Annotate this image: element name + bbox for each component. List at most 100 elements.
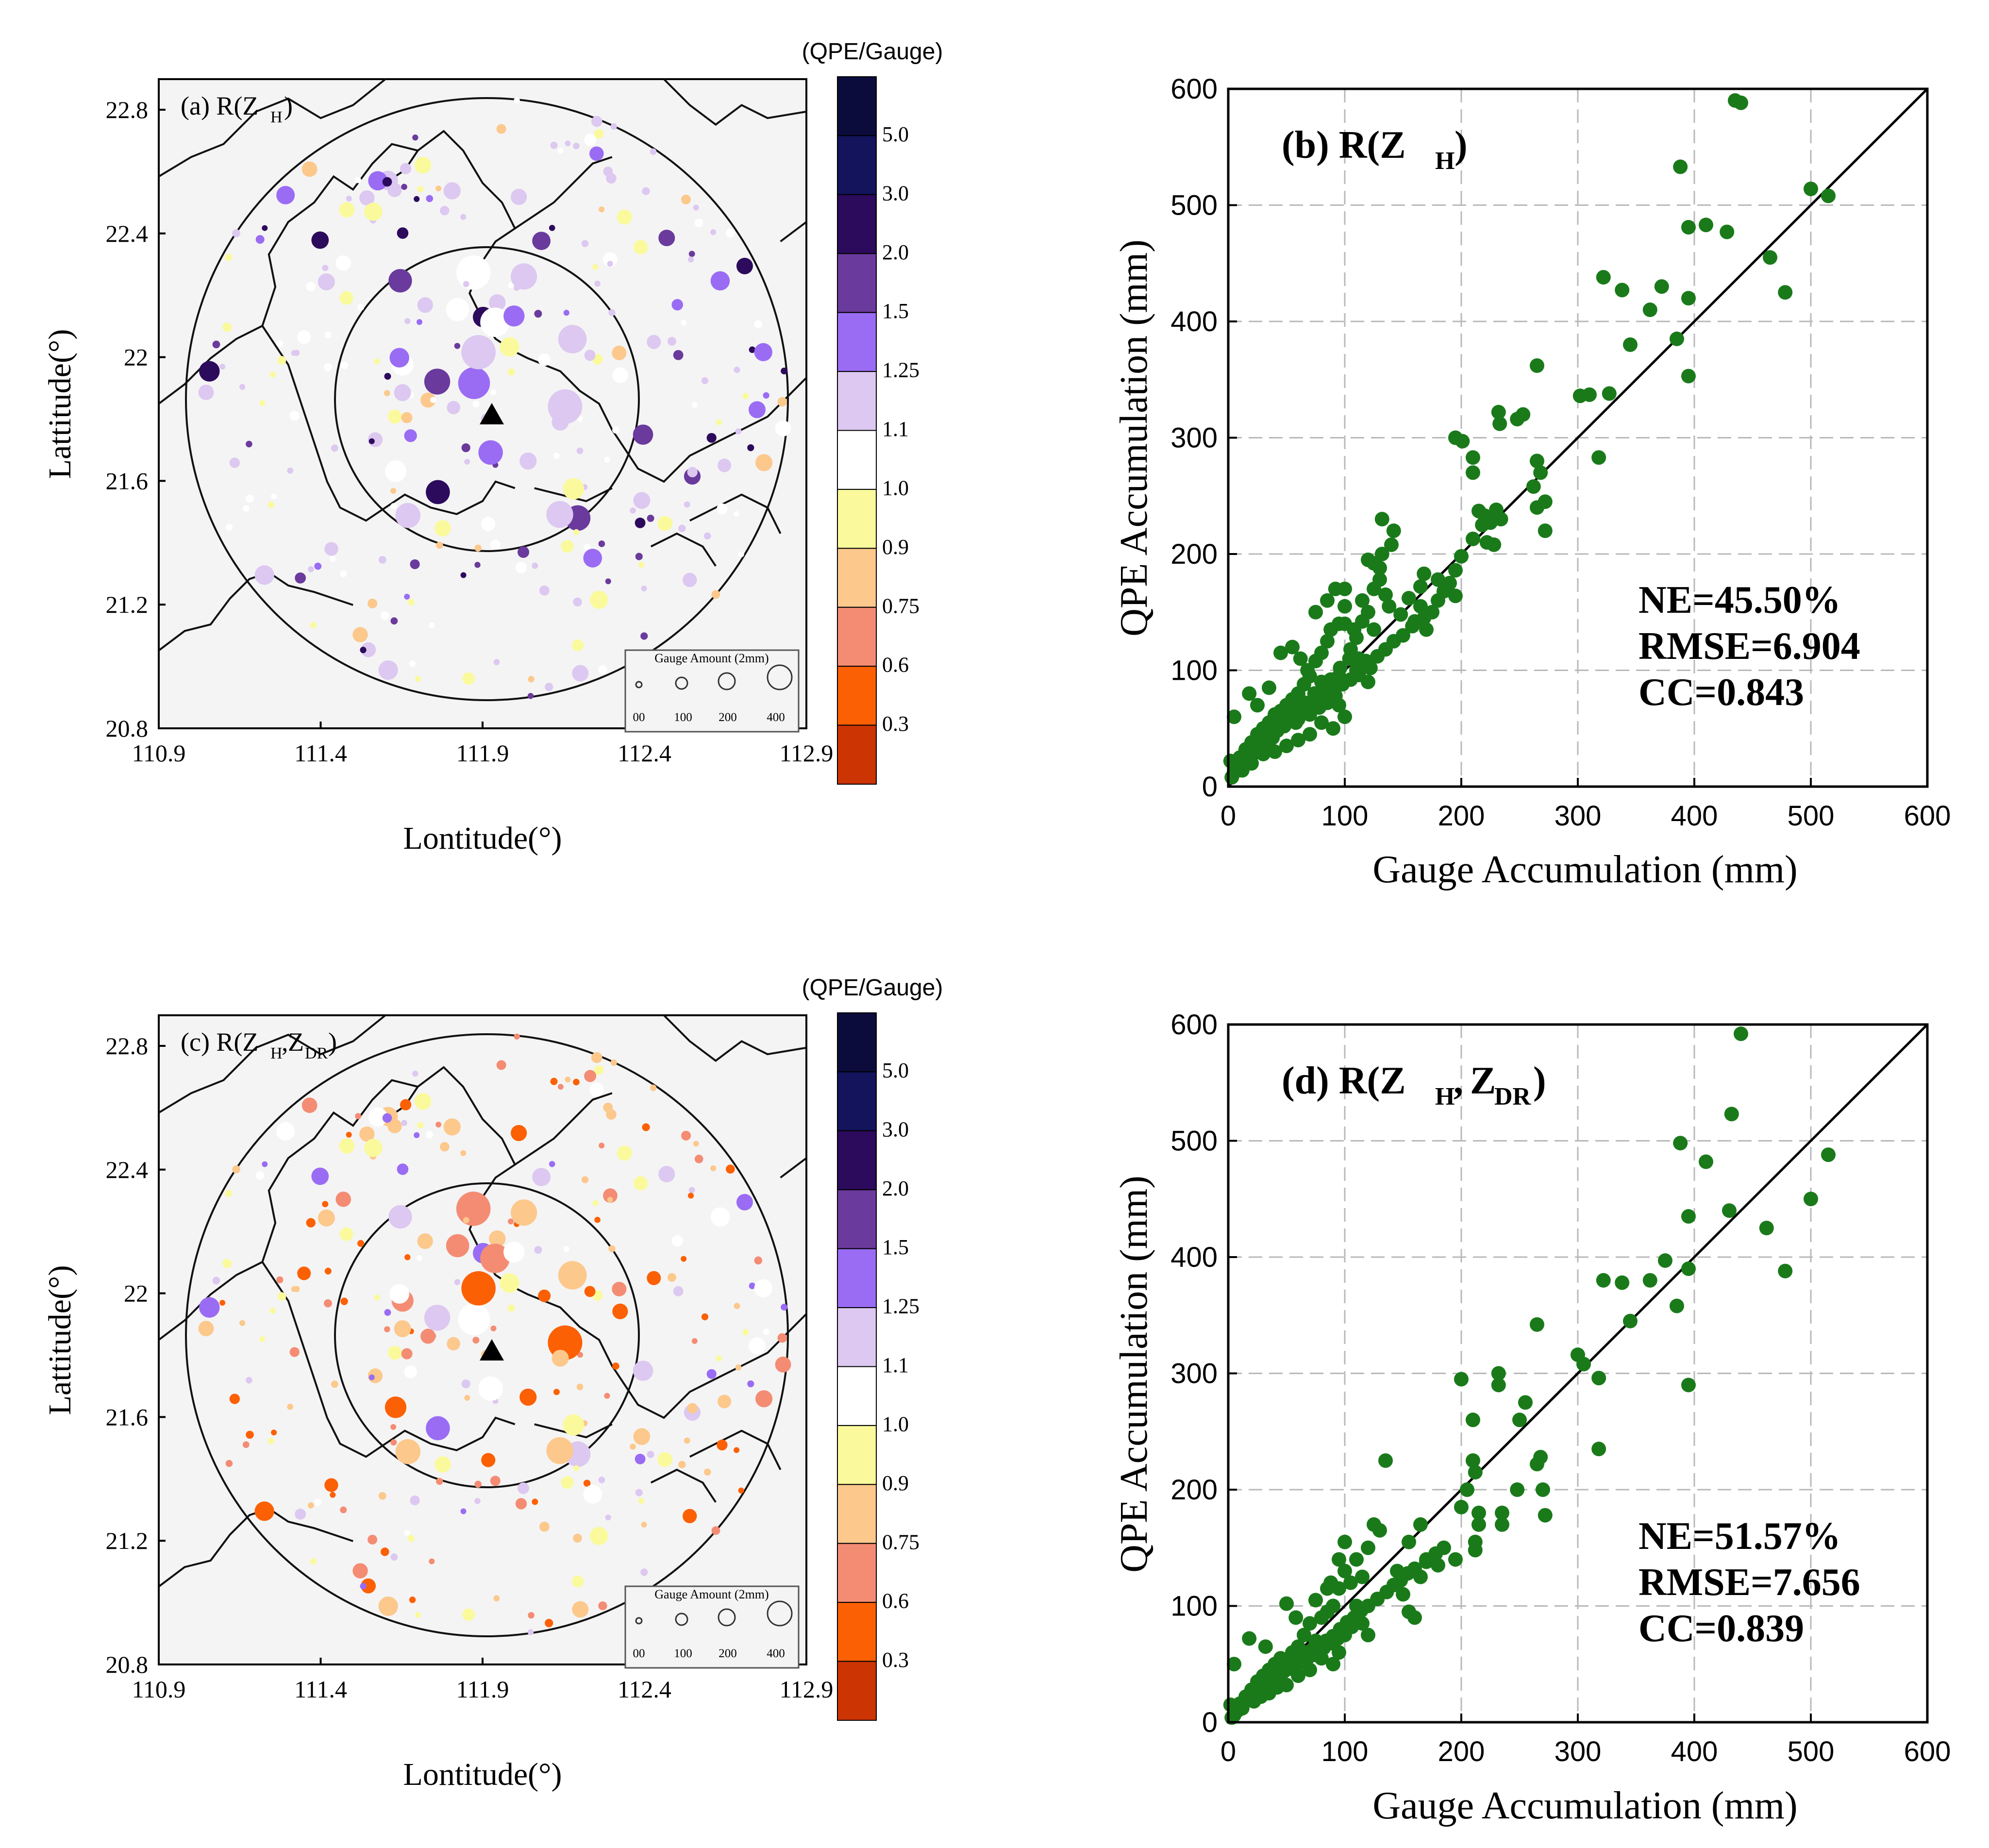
x-tick-label: 400 (1671, 800, 1718, 832)
data-point (1223, 1697, 1238, 1713)
gauge-point (754, 1279, 772, 1297)
gauge-point (604, 1393, 610, 1399)
coastline-segment (158, 1014, 386, 1114)
data-point (1466, 1453, 1480, 1468)
gauge-point (311, 1167, 329, 1185)
gauge-point (718, 1394, 732, 1409)
gauge-point (777, 1333, 787, 1343)
gauge-point (534, 1246, 542, 1254)
colorbar: 5.0 3.0 2.0 1.5 1.25 1.1 1.0 0.9 0.75 0.6 0.3 (837, 1012, 919, 1721)
gauge-point (493, 659, 500, 666)
gauge-points (198, 1033, 791, 1635)
x-tick-label: 600 (1904, 800, 1951, 832)
data-point (1487, 537, 1502, 552)
gauge-point (591, 1052, 602, 1063)
data-point (1285, 639, 1300, 655)
gauge-point (703, 532, 711, 540)
colorbar-label: 1.1 (882, 417, 909, 441)
gauge-point (658, 1166, 675, 1183)
data-point (1251, 733, 1266, 748)
gauge-point (684, 501, 690, 508)
data-point (1460, 1482, 1474, 1497)
gauge-point (763, 392, 769, 399)
gauge-point (489, 1230, 506, 1247)
colorbar-label: 1.5 (882, 1235, 909, 1259)
data-point (1355, 593, 1370, 608)
data-point (1510, 412, 1525, 427)
gauge-point (478, 440, 503, 465)
gauge-point (335, 1192, 351, 1207)
gauge-point (417, 185, 424, 193)
colorbar-label: 0.75 (882, 1530, 919, 1554)
coastline-segment (780, 221, 807, 242)
gauge-point (599, 1142, 605, 1149)
gauge-point (426, 480, 450, 504)
coastline (158, 1014, 807, 1588)
stat-ne: NE=45.50% (1638, 579, 1841, 622)
colorbar-segment (837, 1602, 877, 1662)
gauge-point (598, 1477, 605, 1483)
gauge-point (269, 1308, 276, 1314)
gauge-point (400, 163, 412, 174)
gauge-point (557, 148, 564, 154)
gauge-point (456, 255, 491, 290)
gauge-point (538, 1289, 551, 1302)
coastline-segment (261, 1261, 516, 1458)
colorbar-segment (837, 1130, 877, 1191)
colorbar-segment (837, 606, 877, 667)
panel-label-close: ) (328, 1027, 337, 1057)
gauge-point (633, 240, 648, 254)
gauge-point (271, 493, 277, 500)
gauge-point (463, 281, 469, 287)
gauge-point (324, 1267, 332, 1275)
gauge-point (232, 229, 240, 237)
data-point (1263, 723, 1278, 739)
title-comma: , (1454, 1059, 1463, 1102)
gauge-point (711, 590, 720, 599)
coastline-segment (158, 130, 613, 405)
legend-circle-200 (718, 672, 736, 690)
gauge-point (474, 1498, 481, 1504)
gauge-point (472, 1337, 480, 1344)
x-axis-label: Lontitude(°) (403, 821, 562, 856)
gauge-point (361, 642, 376, 657)
gauge-point (710, 229, 717, 235)
data-point (1293, 651, 1308, 666)
gauge-point (430, 397, 436, 403)
colorbar-label: 0.6 (882, 653, 909, 677)
gauge-point (539, 585, 550, 596)
gauge-point (553, 453, 560, 459)
data-point (1342, 651, 1357, 666)
data-point (1326, 721, 1340, 736)
gauge-point (414, 156, 432, 174)
y-tick-label: 500 (1170, 190, 1218, 221)
data-point (1448, 588, 1463, 604)
data-point (1303, 1616, 1317, 1631)
gauge-point (599, 206, 605, 213)
data-point (1378, 1453, 1393, 1468)
colorbar-segment (837, 430, 877, 490)
gauge-point (590, 1527, 608, 1546)
colorbar-label: 1.1 (882, 1353, 909, 1377)
gauge-point (277, 356, 286, 365)
gauge-point (378, 660, 398, 680)
gauge-point (734, 367, 740, 373)
data-point (1571, 1347, 1585, 1362)
data-point (1286, 702, 1301, 717)
x-tick-label: 600 (1904, 1736, 1951, 1767)
gauge-point (718, 458, 732, 472)
gauge-point (550, 141, 558, 149)
gauge-point (424, 369, 451, 395)
gauge-point (276, 185, 295, 204)
gauge-point (424, 1305, 451, 1331)
colorbar-label: 1.0 (882, 1412, 909, 1436)
x-axis-ticks: 110.9 111.4 111.9 112.4 112.9 (132, 1658, 833, 1703)
gauge-point (642, 187, 650, 195)
data-point (1384, 537, 1399, 552)
legend-circle-100 (675, 676, 688, 690)
gauge-point (573, 1533, 582, 1543)
gauge-point (339, 1138, 355, 1154)
data-point (1778, 1263, 1793, 1278)
gauge-point (464, 1394, 470, 1401)
gauge-point (346, 1131, 352, 1138)
